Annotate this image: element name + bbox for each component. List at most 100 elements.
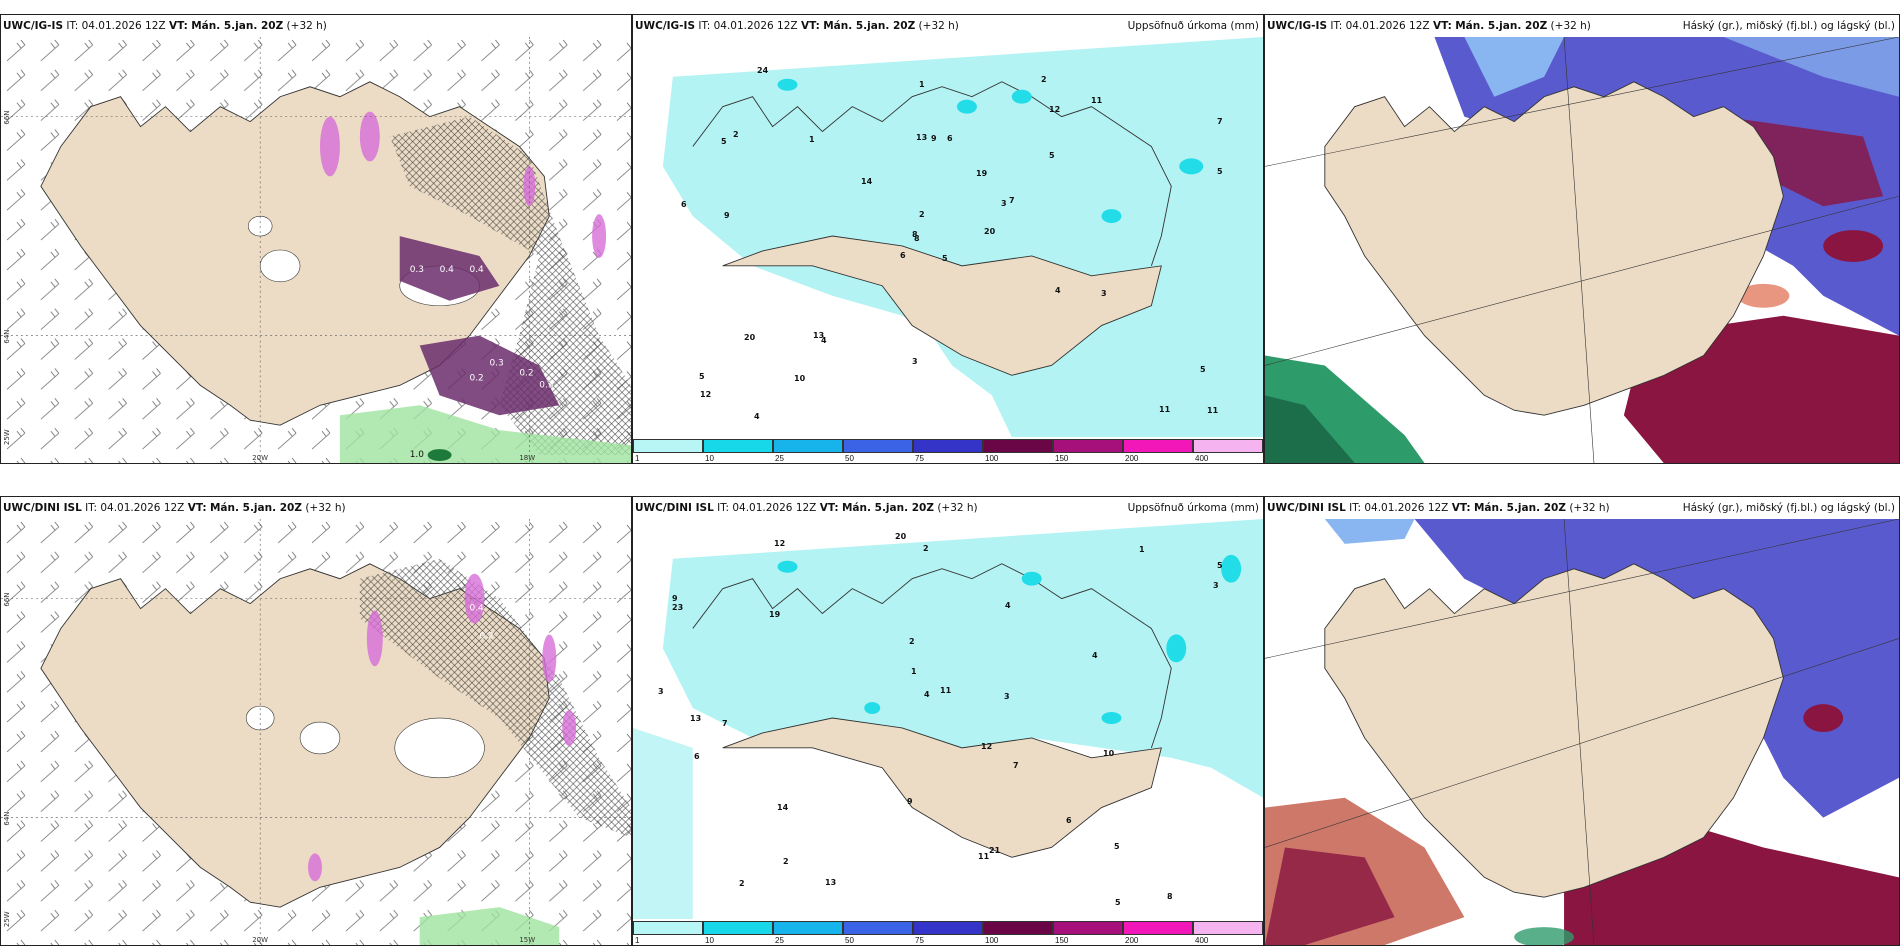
colorbar-swatch [1193,921,1263,935]
station-value: 2 [923,544,929,553]
station-value: 6 [1066,816,1072,825]
colorbar-tick: 25 [775,936,784,945]
colorbar-tick: 1 [635,936,640,945]
station-value: 11 [1207,406,1219,415]
station-value: 2 [909,637,915,646]
station-value: 8 [912,230,918,239]
station-value: 3 [1101,289,1107,298]
station-value: 5 [699,372,705,381]
colorbar-swatch [1053,439,1123,453]
station-value: 13 [825,878,837,887]
station-value: 3 [1213,581,1219,590]
wind-map: 0.3 0.4 0.4 0.2 0.3 0.2 0.3 1.0 66N 64N … [1,37,631,463]
station-value: 11 [940,686,952,695]
station-value: 1 [1139,545,1145,554]
colorbar-swatch [913,921,983,935]
lon-label: 15W [519,936,535,944]
station-value: 3 [658,687,664,696]
station-value: 5 [1217,561,1223,570]
station-value: 14 [861,177,873,186]
lon-label: 25W [3,911,11,927]
lon-label: 20W [252,454,268,462]
station-value: 2 [733,130,739,139]
station-value: 2 [1041,75,1047,84]
station-value: 24 [757,66,769,75]
precip-label: 0.2 [479,631,493,641]
station-value: 9 [672,594,678,603]
colorbar-swatch [1053,921,1123,935]
colorbar-swatch [633,439,703,453]
lat-label: 66N [3,111,11,125]
panel-right-title: Háský (gr.), miðský (fj.bl.) og lágský (… [1682,502,1895,514]
colorbar-tick: 25 [775,454,784,463]
station-value: 6 [694,752,700,761]
station-value: 4 [1092,651,1098,660]
station-value: 11 [978,852,990,861]
station-value: 7 [1217,117,1223,126]
station-value: 6 [947,134,953,143]
colorbar-tick: 10 [705,454,714,463]
panel-header: UWC/IG-IS IT: 04.01.2026 12Z VT: Mán. 5.… [635,20,959,32]
station-value: 5 [721,137,727,146]
station-value: 4 [754,412,760,421]
station-value: 2 [739,879,745,888]
station-value: 9 [931,134,937,143]
cloud-map [1265,519,1899,945]
station-value: 5 [1200,365,1206,374]
station-value: 4 [924,690,930,699]
station-value: 5 [942,254,948,263]
precip-label: 0.2 [519,368,533,378]
station-value: 1 [919,80,925,89]
station-value: 4 [1055,286,1061,295]
station-value: 3 [912,357,918,366]
colorbar-swatch [773,921,843,935]
lon-label: 25W [3,429,11,445]
station-value: 19 [769,610,781,619]
colorbar-swatch [1193,439,1263,453]
panel-right-title: Háský (gr.), miðský (fj.bl.) og lágský (… [1682,20,1895,32]
station-value: 1 [809,135,815,144]
station-value: 10 [1103,749,1115,758]
colorbar-tick: 75 [915,936,924,945]
colorbar-tick: 10 [705,936,714,945]
lat-label: 66N [3,593,11,607]
station-value: 11 [1091,96,1103,105]
colorbar-tick: 400 [1195,936,1209,945]
station-value: 7 [1013,761,1019,770]
station-value: 8 [1167,892,1173,901]
station-value: 5 [1114,842,1120,851]
colorbar-swatch [773,439,843,453]
station-value: 13 [813,331,825,340]
precip-label: 0.4 [440,265,455,275]
precip-label: 0.3 [410,265,424,275]
precip-label: 0.4 [470,604,485,614]
precip-label: 1.0 [410,450,425,460]
colorbar-swatch [703,921,773,935]
colorbar-swatch [1123,921,1193,935]
station-value: 3 [1004,692,1010,701]
colorbar-tick: 50 [845,454,854,463]
station-value: 21 [989,846,1001,855]
station-value: 20 [744,333,756,342]
station-value: 2 [919,210,925,219]
colorbar-tick: 100 [985,454,999,463]
station-value: 7 [722,719,728,728]
station-value: 13 [916,133,928,142]
colorbar-swatch [983,439,1053,453]
cloud-panel-row2: UWC/DINI ISL IT: 04.01.2026 12Z VT: Mán.… [1264,496,1900,946]
panel-header: UWC/IG-IS IT: 04.01.2026 12Z VT: Mán. 5.… [1267,20,1591,32]
lat-label: 64N [3,811,11,825]
lon-label: 20W [252,936,268,944]
colorbar-swatch [633,921,703,935]
station-value: 9 [724,211,730,220]
station-value: 23 [672,603,684,612]
precip-map: 5 5 8 5 3 4 2 6 12 20 24 11 9 7 6 5 4 13 19 20 14 12 10 9 7 3 2 1 6 4… [633,37,1263,437]
station-value: 3 [1001,199,1007,208]
station-value: 5 [1049,151,1055,160]
precip-map: 3 2 4 5 9 8 7 4 2 1 11 10 20 23 19 14 21 13 12 9 6 5 3 1 2 4 7 12 13… [633,519,1263,919]
panel-header: UWC/DINI ISL IT: 04.01.2026 12Z VT: Mán.… [635,502,978,514]
station-value: 8 [914,234,920,243]
colorbar-swatch [843,921,913,935]
cloud-panel-row1: UWC/IG-IS IT: 04.01.2026 12Z VT: Mán. 5.… [1264,14,1900,464]
station-value: 6 [900,251,906,260]
